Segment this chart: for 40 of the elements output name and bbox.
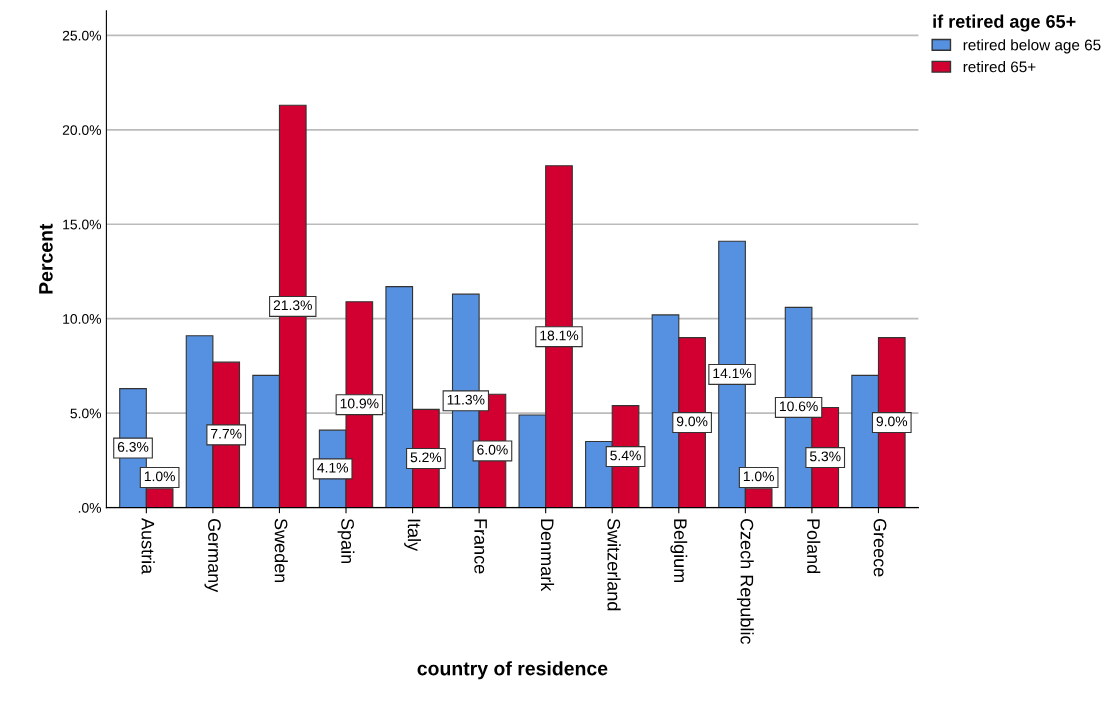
y-tick-label: 5.0% [70,408,102,419]
x-tick-label: Czech Republic [736,518,754,644]
x-tick-label: Spain [337,518,355,564]
x-tick-label: Switzerland [607,518,621,611]
data-label: 6.3% [117,441,149,452]
data-label: 21.3% [273,300,312,311]
x-tick-label: Austria [141,518,155,575]
legend-label: retired 65+ [963,61,1036,73]
data-label: 10.9% [340,398,379,409]
x-axis-title: country of residence [417,661,608,680]
data-label: 9.0% [876,416,908,427]
data-label: 5.3% [809,451,841,462]
data-label: 5.4% [610,450,641,461]
legend-label: retired below age 65 [963,39,1101,54]
x-tick-label: Sweden [274,518,288,583]
y-axis-title: Percent [39,223,53,294]
data-label: 1.0% [144,471,175,482]
x-tick-label: Belgium [670,519,688,583]
legend-title: if retired age 65+ [933,14,1076,32]
data-label: 4.1% [317,462,349,473]
x-tick-label: Germany [204,518,221,593]
data-label: 5.2% [410,452,442,463]
y-tick-label: 15.0% [63,219,102,230]
data-label: 10.6% [779,401,818,412]
y-tick-label: .0% [78,502,102,513]
x-tick-label: Italy [404,519,421,552]
y-tick-label: 20.0% [62,125,102,135]
data-label: 1.0% [743,471,774,482]
y-tick-label: 10.0% [63,314,102,324]
x-tick-label: France [474,519,487,574]
data-label: 18.1% [540,330,579,341]
x-tick-label: Greece [873,518,887,577]
data-label: 14.1% [713,368,752,379]
x-tick-label: Poland [807,519,821,574]
y-tick-label: 25.0% [62,30,102,41]
data-label: 6.0% [477,444,508,455]
data-label: 7.7% [211,428,242,439]
x-tick-label: Denmark [540,519,555,592]
data-label: 9.0% [676,416,708,427]
data-label: 11.3% [447,394,485,405]
